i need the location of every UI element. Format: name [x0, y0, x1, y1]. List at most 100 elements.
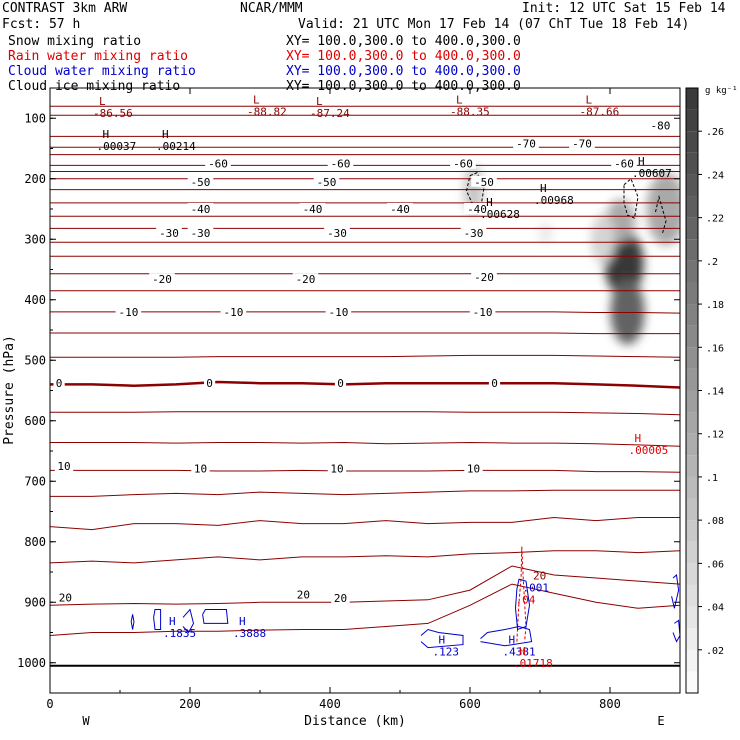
contour-label: -30	[327, 227, 347, 240]
contour-label: 10	[467, 463, 480, 476]
west-label: W	[82, 714, 90, 728]
extremum-value: .00628	[480, 208, 520, 221]
field-xy-cloudice: XY= 100.0,300.0 to 400.0,300.0	[286, 79, 521, 94]
colorbar-step	[686, 239, 698, 261]
colorbar-step	[686, 412, 698, 434]
colorbar-step	[686, 152, 698, 175]
temperature-contour-line	[50, 583, 680, 636]
contour-label: -40	[390, 203, 410, 216]
contour-label: -40	[191, 203, 211, 216]
field-name-cloudice: Cloud ice mixing ratio	[8, 79, 181, 94]
contour-label: -40	[303, 203, 323, 216]
contour-label-bg	[156, 227, 182, 239]
temperature-contour-line	[50, 469, 680, 473]
contour-label: -20	[296, 273, 316, 286]
contour-label: -60	[453, 158, 473, 171]
extremum-type: H	[239, 615, 246, 628]
extremum-value: -88.35	[450, 106, 490, 119]
header-valid: Valid: 21 UTC Mon 17 Feb 14 (07 ChT Tue …	[298, 17, 690, 32]
contour-label-bg	[53, 377, 65, 389]
temperature-contour-line	[50, 380, 680, 389]
extrema-markers: L-86.56L-88.82L-87.24L-88.35L-87.66H.000…	[93, 94, 672, 670]
colorbar-step	[686, 584, 698, 607]
contour-label: 20	[59, 591, 72, 604]
header-fcst: Fcst: 57 h	[2, 17, 81, 32]
contour-label-bg	[488, 377, 501, 389]
colorbar-tick-label: .18	[706, 300, 724, 311]
snow-contour	[655, 194, 667, 234]
contour-label: -10	[223, 306, 243, 319]
colorbar-step	[686, 196, 698, 218]
contour-label: 20	[334, 592, 347, 605]
fragment-label: .001	[523, 581, 550, 594]
shading-blob	[590, 213, 616, 265]
extremum-value: .123	[433, 645, 460, 658]
contour-label-bg	[471, 175, 497, 187]
extremum-type: H	[486, 196, 493, 209]
temperature-contour-line	[50, 354, 680, 358]
temperature-contour-line	[50, 565, 680, 606]
extremum-value: .00968	[534, 194, 574, 207]
colorbar-tick-label: .04	[706, 603, 724, 614]
colorbar-tick-label: .26	[706, 127, 724, 138]
contour-label: 0	[491, 377, 498, 390]
extremum-type: L	[456, 94, 463, 107]
field-name-cloudwater: Cloud water mixing ratio	[8, 64, 196, 79]
cloudwater-contour	[130, 614, 135, 630]
colorbar-step	[686, 217, 698, 240]
snow-contour	[623, 177, 639, 219]
contour-label-bg	[299, 203, 326, 214]
contour-label-bg	[149, 273, 175, 285]
colorbar: .02 .04 .06 .08 .1 .12 .14 .16 .18 .2 .22 .24 .26	[685, 87, 724, 694]
y-tick-label: 200	[24, 172, 46, 186]
colorbar-tick-label: .14	[706, 387, 724, 398]
extremum-value: .00214	[156, 140, 196, 153]
contour-label: 0	[337, 377, 344, 390]
extremum-type: L	[586, 94, 593, 107]
field-name-snow: Snow mixing ratio	[8, 34, 142, 49]
x-tick-label: 400	[319, 697, 341, 711]
contour-label-bg	[469, 305, 496, 317]
colorbar-step	[686, 347, 698, 369]
contour-label: 0	[56, 377, 63, 390]
contour-label-bg	[327, 462, 347, 474]
contour-label: -30	[191, 227, 211, 240]
x-tick-label: 200	[179, 697, 201, 711]
contour-label: 10	[57, 460, 70, 473]
cloudwater-contour	[202, 609, 229, 624]
contour-label-bg	[647, 119, 674, 131]
temperature-contours	[50, 105, 680, 636]
contour-label-bg	[464, 462, 483, 474]
x-tick-label: 800	[599, 697, 621, 711]
field-xy-cloudwater: XY= 100.0,300.0 to 400.0,300.0	[286, 64, 521, 79]
extremum-type: L	[99, 95, 106, 108]
colorbar-step	[686, 390, 698, 413]
colorbar-step	[686, 174, 698, 197]
contour-label-bg	[611, 157, 637, 169]
mixing-ratio-shading	[463, 165, 680, 345]
colorbar-step	[686, 476, 698, 499]
extremum-value: .4381	[503, 645, 536, 658]
contour-label: -10	[118, 306, 138, 319]
east-label: E	[657, 714, 664, 728]
contour-label: -70	[572, 138, 592, 151]
contour-label: -20	[152, 273, 172, 286]
colorbar-step	[686, 671, 698, 693]
colorbar-step	[686, 304, 698, 326]
y-tick-label: 600	[24, 414, 46, 428]
colorbar-step	[686, 433, 698, 456]
header-init: Init: 12 UTC Sat 15 Feb 14	[522, 1, 726, 16]
extremum-type: H	[540, 182, 547, 195]
extremum-value: -87.66	[580, 106, 620, 119]
extremum-type: H	[169, 615, 176, 628]
colorbar-tick-label: .22	[706, 214, 724, 225]
contour-label: 0	[206, 377, 213, 390]
header-center-title: NCAR/MMM	[240, 1, 303, 16]
colorbar-tick-label: .06	[706, 559, 724, 570]
contour-label: -60	[208, 158, 228, 171]
colorbar-tick-label: .02	[706, 646, 724, 657]
contour-label-bg	[191, 462, 210, 474]
contour-labels: -80-70 -70-60 -60 -60 -60-50 -50 -50-40 -40 -40-…	[53, 119, 674, 605]
colorbar-tick-label: .16	[706, 343, 724, 354]
